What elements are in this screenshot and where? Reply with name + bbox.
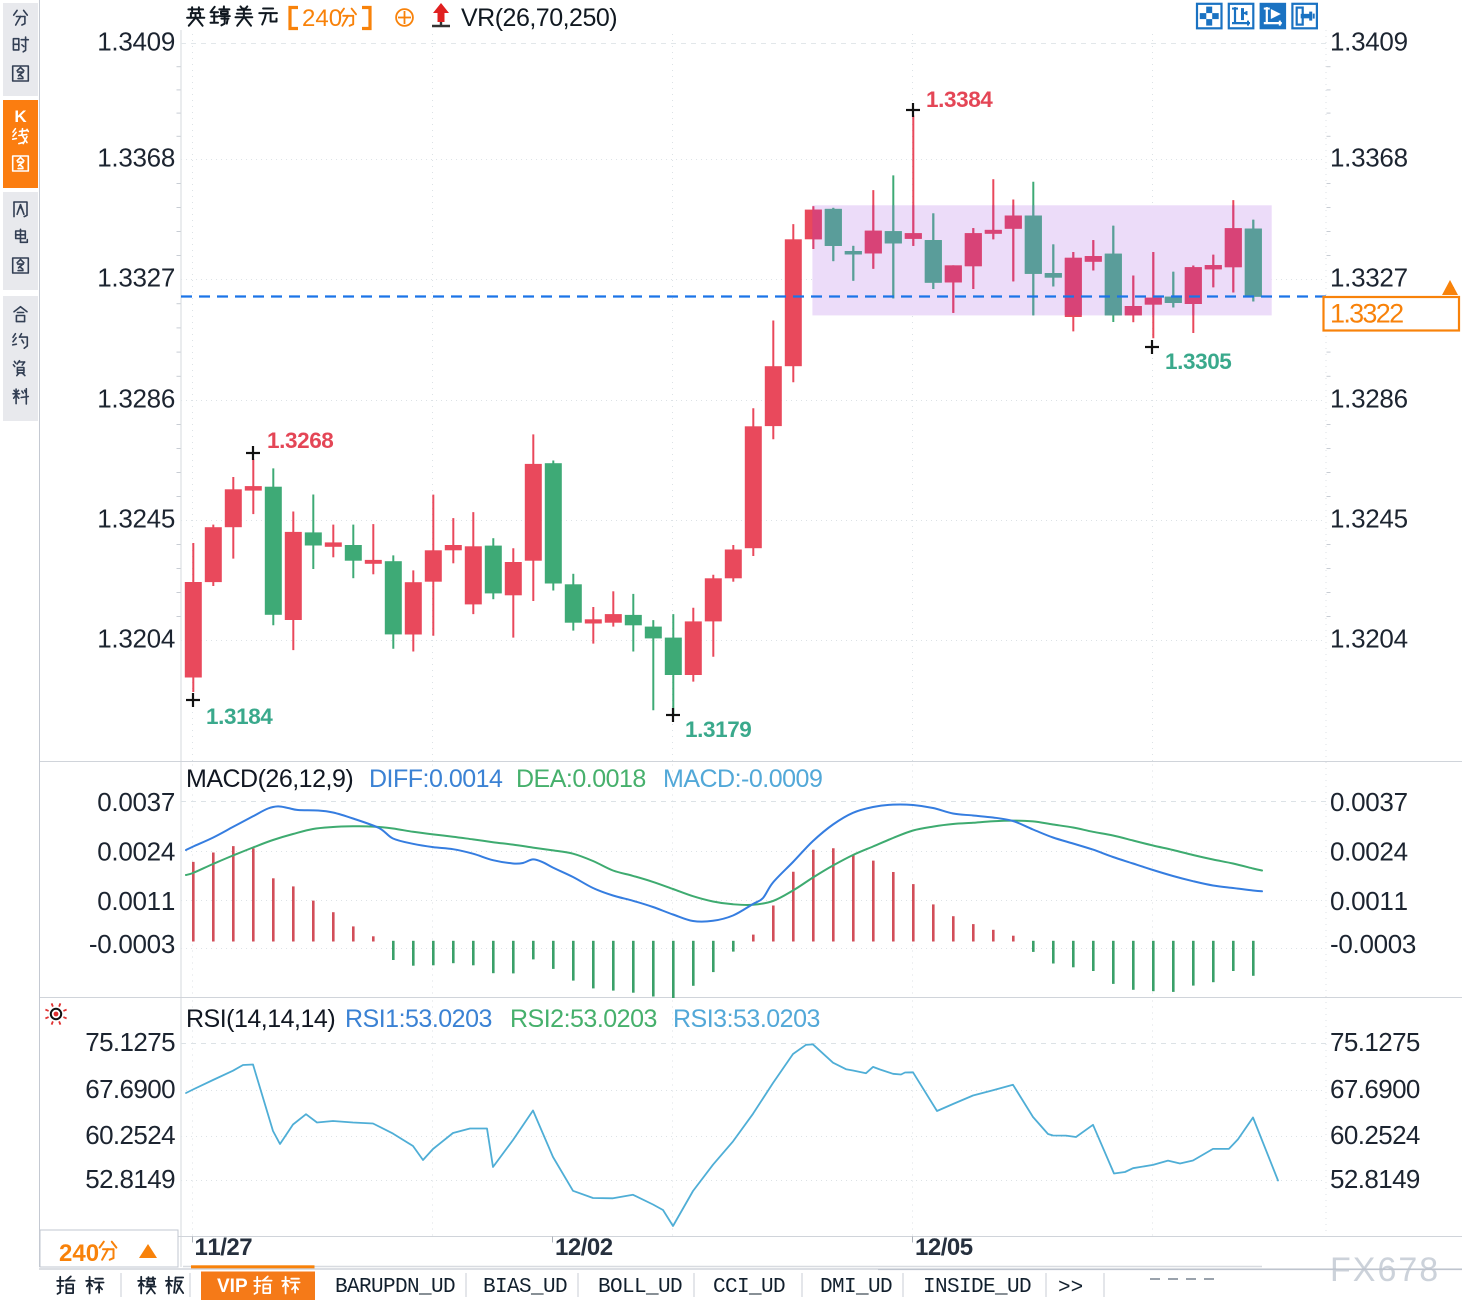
- svg-text:1.3179: 1.3179: [685, 717, 751, 742]
- svg-text:1.3204: 1.3204: [1330, 624, 1408, 654]
- svg-text:-0.0003: -0.0003: [89, 929, 175, 959]
- svg-text:67.6900: 67.6900: [85, 1074, 175, 1104]
- svg-text:1.3409: 1.3409: [97, 27, 175, 57]
- svg-text:240: 240: [59, 1240, 99, 1267]
- svg-text:RSI(14,14,14): RSI(14,14,14): [186, 1005, 335, 1033]
- svg-text:INSIDE_UD: INSIDE_UD: [923, 1276, 1031, 1299]
- svg-text:-0.0003: -0.0003: [1330, 929, 1416, 959]
- svg-text:BOLL_UD: BOLL_UD: [598, 1276, 682, 1299]
- svg-text:CCI_UD: CCI_UD: [713, 1276, 785, 1299]
- svg-text:0.0024: 0.0024: [97, 836, 175, 866]
- svg-text:MACD(26,12,9): MACD(26,12,9): [186, 765, 353, 793]
- svg-text:0.0011: 0.0011: [1330, 886, 1408, 916]
- svg-text:DEA:0.0018: DEA:0.0018: [516, 765, 646, 793]
- svg-text:1.3286: 1.3286: [1330, 384, 1408, 414]
- svg-text:VR(26,70,250): VR(26,70,250): [461, 4, 617, 32]
- svg-text:MACD:-0.0009: MACD:-0.0009: [663, 765, 822, 793]
- svg-text:67.6900: 67.6900: [1330, 1074, 1420, 1104]
- svg-text:1.3286: 1.3286: [97, 384, 175, 414]
- svg-text:12/05: 12/05: [915, 1234, 973, 1261]
- svg-text:12/02: 12/02: [555, 1234, 613, 1261]
- svg-text:1.3245: 1.3245: [1330, 504, 1408, 534]
- svg-text:52.8149: 52.8149: [85, 1164, 175, 1194]
- svg-text:1.3204: 1.3204: [97, 624, 175, 654]
- svg-text:75.1275: 75.1275: [85, 1027, 175, 1057]
- svg-text:1.3327: 1.3327: [97, 263, 175, 293]
- svg-text:RSI3:53.0203: RSI3:53.0203: [673, 1005, 820, 1033]
- svg-text:1.3368: 1.3368: [1330, 143, 1408, 173]
- svg-text:60.2524: 60.2524: [85, 1120, 175, 1150]
- svg-text:DIFF:0.0014: DIFF:0.0014: [369, 765, 503, 793]
- svg-text:RSI1:53.0203: RSI1:53.0203: [345, 1005, 492, 1033]
- svg-text:1.3245: 1.3245: [97, 504, 175, 534]
- svg-text:BARUPDN_UD: BARUPDN_UD: [335, 1276, 455, 1299]
- svg-text:0.0037: 0.0037: [1330, 787, 1408, 817]
- svg-text:VIP: VIP: [217, 1276, 248, 1297]
- svg-text:1.3327: 1.3327: [1330, 263, 1408, 293]
- svg-text:K: K: [14, 107, 27, 126]
- svg-text:1.3368: 1.3368: [97, 143, 175, 173]
- svg-text:1.3268: 1.3268: [267, 428, 333, 453]
- svg-text:11/27: 11/27: [195, 1234, 253, 1261]
- svg-text:1.3322: 1.3322: [1330, 299, 1403, 329]
- svg-text:0.0024: 0.0024: [1330, 836, 1408, 866]
- svg-text:75.1275: 75.1275: [1330, 1027, 1420, 1057]
- svg-text:>>: >>: [1058, 1277, 1083, 1300]
- svg-text:1.3184: 1.3184: [206, 704, 273, 729]
- svg-text:DMI_UD: DMI_UD: [820, 1276, 892, 1299]
- svg-text:1.3409: 1.3409: [1330, 27, 1408, 57]
- svg-text:1.3305: 1.3305: [1165, 349, 1231, 374]
- svg-text:52.8149: 52.8149: [1330, 1164, 1420, 1194]
- svg-text:RSI2:53.0203: RSI2:53.0203: [510, 1005, 657, 1033]
- svg-text:60.2524: 60.2524: [1330, 1120, 1420, 1150]
- svg-text:1.3384: 1.3384: [926, 87, 993, 112]
- svg-text:0.0011: 0.0011: [97, 886, 175, 916]
- svg-text:240: 240: [302, 5, 342, 32]
- svg-text:0.0037: 0.0037: [97, 787, 175, 817]
- svg-text:BIAS_UD: BIAS_UD: [483, 1276, 567, 1299]
